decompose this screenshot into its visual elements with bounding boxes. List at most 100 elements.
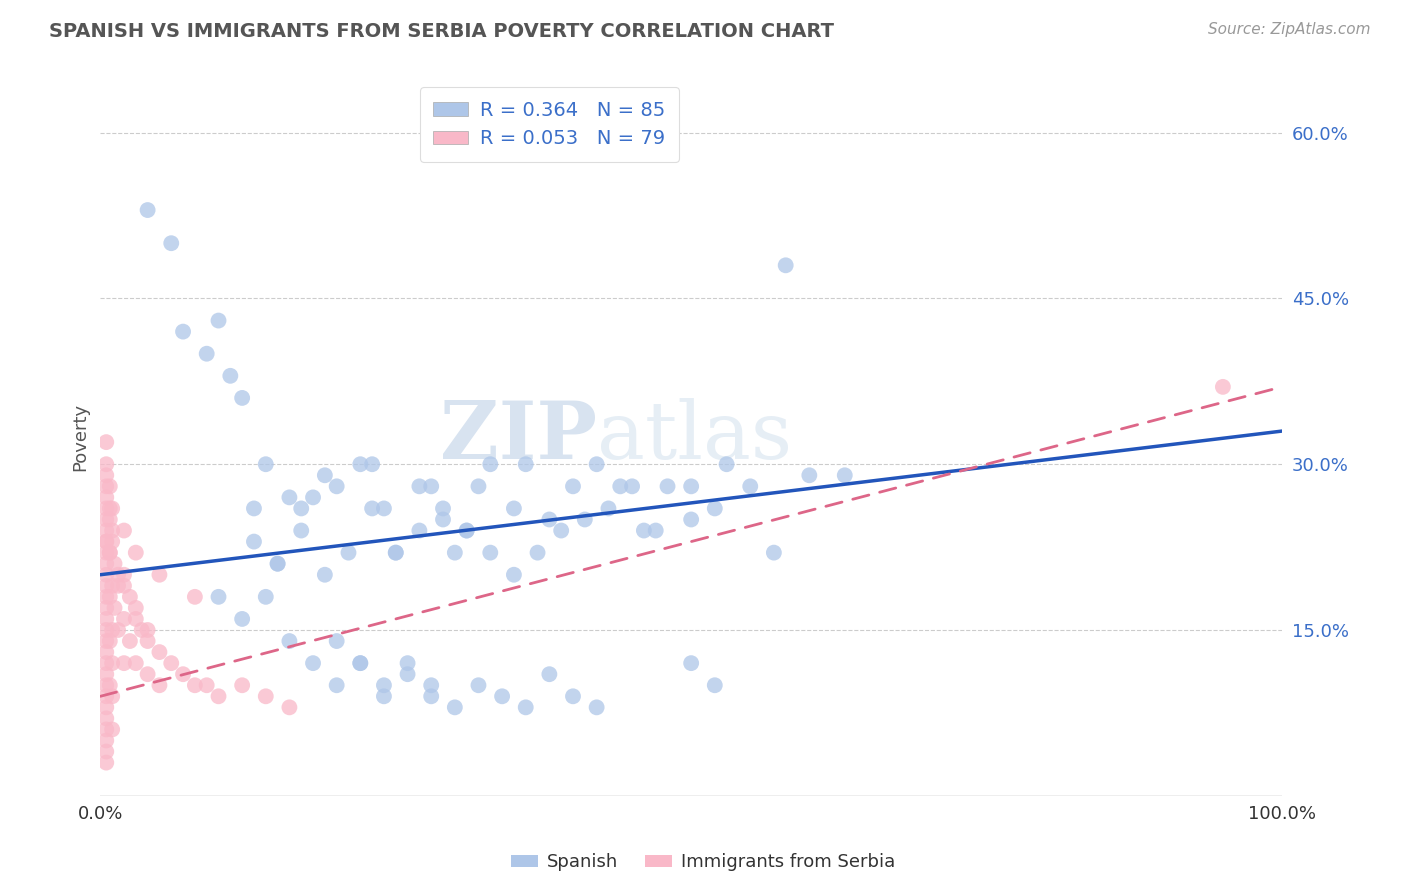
Point (98, 501, 121, 516)
Point (160, 236, 183, 251)
Point (96, 512, 118, 526)
Point (148, 567, 170, 582)
Point (278, 700, 301, 714)
Point (538, 667, 561, 681)
Point (96, 567, 118, 582)
Point (254, 590, 277, 604)
Point (562, 479, 585, 493)
Point (349, 656, 371, 670)
Point (515, 700, 537, 714)
Point (96, 678, 118, 692)
Point (325, 634, 347, 648)
Point (96, 557, 118, 571)
Point (112, 567, 135, 582)
Point (408, 524, 430, 538)
Point (96, 623, 118, 637)
Point (621, 479, 644, 493)
Point (96, 667, 118, 681)
Text: SPANISH VS IMMIGRANTS FROM SERBIA POVERTY CORRELATION CHART: SPANISH VS IMMIGRANTS FROM SERBIA POVERT… (49, 22, 834, 41)
Point (432, 501, 454, 516)
Point (420, 678, 443, 692)
Point (432, 512, 454, 526)
Point (740, 479, 762, 493)
Point (103, 557, 125, 571)
Point (503, 567, 526, 582)
Point (467, 479, 489, 493)
Point (361, 501, 384, 516)
Point (609, 479, 631, 493)
Point (103, 600, 125, 615)
Point (373, 501, 395, 516)
Point (574, 512, 596, 526)
Point (716, 457, 738, 471)
Point (396, 667, 419, 681)
Point (302, 656, 325, 670)
Point (112, 656, 135, 670)
Point (396, 656, 419, 670)
Point (96, 612, 118, 626)
Point (526, 546, 548, 560)
Point (96, 590, 118, 604)
Point (118, 634, 141, 648)
Point (302, 491, 325, 505)
Point (799, 468, 821, 483)
Point (585, 457, 607, 471)
Point (136, 667, 159, 681)
Point (266, 557, 288, 571)
Point (98, 678, 121, 692)
Point (96, 501, 118, 516)
Point (101, 579, 124, 593)
Y-axis label: Poverty: Poverty (72, 402, 89, 471)
Point (101, 723, 124, 737)
Point (195, 347, 218, 361)
Point (515, 457, 537, 471)
Point (96, 733, 118, 747)
Point (125, 612, 148, 626)
Point (96, 645, 118, 659)
Point (98, 546, 121, 560)
Point (325, 678, 347, 692)
Point (96, 524, 118, 538)
Point (96, 579, 118, 593)
Point (384, 546, 406, 560)
Point (266, 557, 288, 571)
Point (538, 512, 561, 526)
Point (96, 534, 118, 549)
Point (681, 479, 703, 493)
Point (96, 546, 118, 560)
Point (101, 524, 124, 538)
Point (184, 678, 207, 692)
Point (98, 512, 121, 526)
Point (278, 491, 301, 505)
Point (207, 313, 229, 327)
Point (762, 546, 785, 560)
Point (148, 645, 170, 659)
Point (219, 368, 242, 383)
Point (148, 678, 170, 692)
Legend: R = 0.364   N = 85, R = 0.053   N = 79: R = 0.364 N = 85, R = 0.053 N = 79 (420, 87, 679, 162)
Text: Source: ZipAtlas.com: Source: ZipAtlas.com (1208, 22, 1371, 37)
Point (681, 656, 703, 670)
Point (243, 501, 266, 516)
Point (443, 700, 465, 714)
Point (136, 202, 159, 217)
Text: ZIP: ZIP (440, 398, 596, 475)
Point (160, 656, 183, 670)
Point (1212, 380, 1234, 394)
Point (290, 501, 312, 516)
Point (207, 690, 229, 704)
Point (479, 546, 502, 560)
Point (96, 756, 118, 770)
Point (107, 567, 129, 582)
Point (373, 678, 395, 692)
Point (420, 479, 443, 493)
Point (681, 512, 703, 526)
Point (550, 524, 572, 538)
Point (98, 546, 121, 560)
Legend: Spanish, Immigrants from Serbia: Spanish, Immigrants from Serbia (503, 847, 903, 879)
Point (337, 546, 360, 560)
Point (834, 468, 856, 483)
Point (98, 634, 121, 648)
Point (136, 634, 159, 648)
Point (314, 468, 336, 483)
